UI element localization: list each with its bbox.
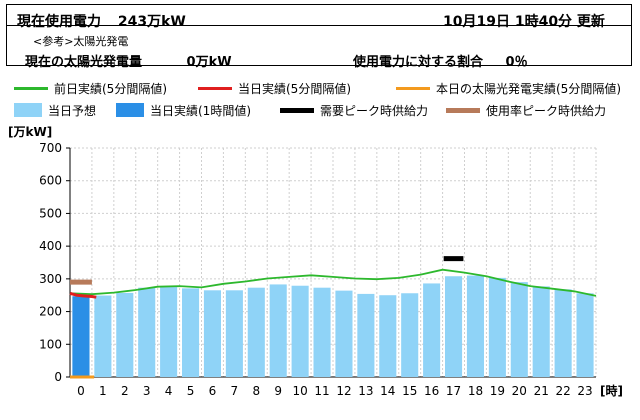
x-tick-label: 13: [358, 384, 373, 398]
forecast-bar: [225, 290, 243, 377]
today-actual-line: [69, 291, 97, 299]
legend-label: 本日の太陽光発電実績(5分間隔値): [436, 82, 621, 96]
forecast-bar: [357, 293, 375, 377]
legend-label: 需要ピーク時供給力: [320, 104, 429, 118]
ratio-value: 0％: [505, 55, 528, 70]
legend-swatch: [446, 108, 480, 113]
forecast-bar: [444, 276, 463, 377]
x-tick-label: 0: [77, 384, 85, 398]
legend-label: 使用率ピーク時供給力: [486, 104, 607, 118]
x-tick-label: 17: [446, 384, 461, 398]
x-tick-label: 11: [314, 384, 329, 398]
forecast-bar: [247, 287, 265, 377]
forecast-bar: [313, 287, 331, 377]
forecast-bar: [554, 289, 572, 377]
x-tick-label: 21: [534, 384, 549, 398]
legend-swatch: [116, 103, 144, 117]
legend-swatch: [14, 87, 48, 90]
forecast-bar: [335, 290, 353, 377]
x-tick-label: 22: [555, 384, 570, 398]
ratio-label: 使用電力に対する割合: [353, 55, 484, 70]
x-tick-label: 19: [490, 384, 505, 398]
current-usage: 現在使用電力 243万kW: [17, 11, 186, 31]
forecast-bar: [181, 288, 200, 377]
x-tick-label: 8: [252, 384, 260, 398]
x-axis-label: [時]: [600, 383, 623, 398]
x-tick-label: 1: [99, 384, 107, 398]
forecast-bar: [532, 286, 550, 377]
legend-swatch: [280, 108, 314, 113]
x-tick-label: 9: [274, 384, 282, 398]
x-tick-label: 15: [402, 384, 417, 398]
status-header: 現在使用電力 243万kW 10月19日 1時40分 更新 <参考>太陽光発電 …: [6, 4, 632, 70]
x-tick-label: 12: [336, 384, 351, 398]
x-tick-label: 6: [209, 384, 217, 398]
forecast-bar: [116, 292, 134, 377]
forecast-bar: [576, 293, 594, 377]
x-tick-label: 20: [512, 384, 527, 398]
legend-label: 当日実績(1時間値): [150, 104, 251, 118]
forecast-bar: [160, 287, 178, 377]
forecast-bar: [379, 295, 397, 377]
y-tick-label: 300: [39, 272, 62, 286]
y-tick-label: 100: [39, 337, 62, 351]
x-tick-label: 5: [187, 384, 195, 398]
actual-hourly-bar: [72, 296, 90, 377]
y-tick-label: 200: [39, 305, 62, 319]
y-tick-label: 400: [39, 239, 62, 253]
forecast-bar: [138, 287, 156, 377]
forecast-bar: [466, 275, 485, 377]
x-tick-label: 2: [121, 384, 129, 398]
legend-swatch: [198, 87, 232, 90]
x-tick-label: 3: [143, 384, 151, 398]
solar-ratio: 使用電力に対する割合 0％: [353, 51, 528, 70]
legend-swatch: [396, 87, 430, 90]
previous-day-line: [69, 268, 597, 297]
forecast-bar: [269, 284, 287, 377]
forecast-bar: [291, 285, 309, 377]
current-usage-label: 現在使用電力: [17, 14, 101, 30]
forecast-bar: [488, 277, 506, 377]
forecast-bar: [203, 290, 222, 377]
y-tick-label: 700: [39, 141, 62, 155]
solar-amount: 現在の太陽光発電量 0万kW: [25, 51, 232, 70]
x-tick-label: 16: [424, 384, 439, 398]
legend-label: 当日予想: [48, 104, 97, 118]
x-tick-label: 7: [231, 384, 239, 398]
x-tick-label: 18: [468, 384, 483, 398]
x-tick-label: 4: [165, 384, 173, 398]
update-datetime: 10月19日 1時40分 更新: [443, 14, 605, 30]
y-axis-label: [万kW]: [8, 125, 52, 139]
solar-value: 0万kW: [186, 55, 232, 70]
x-tick-label: 23: [577, 384, 592, 398]
legend-swatch: [14, 103, 42, 117]
forecast-bar: [510, 282, 528, 377]
y-tick-label: 500: [39, 206, 62, 220]
reference-note: <参考>太陽光発電: [33, 35, 129, 48]
current-usage-value: 243万kW: [117, 14, 186, 30]
legend-label: 当日実績(5分間隔値): [238, 82, 351, 96]
x-tick-label: 14: [380, 384, 395, 398]
legend-label: 前日実績(5分間隔値): [54, 82, 167, 96]
header-divider: [7, 25, 631, 26]
x-tick-label: 10: [292, 384, 307, 398]
forecast-bar: [401, 293, 419, 377]
y-tick-label: 600: [39, 174, 62, 188]
forecast-bar: [423, 283, 441, 377]
solar-label: 現在の太陽光発電量: [25, 55, 143, 70]
forecast-bar: [94, 295, 112, 377]
y-tick-label: 0: [54, 370, 62, 384]
